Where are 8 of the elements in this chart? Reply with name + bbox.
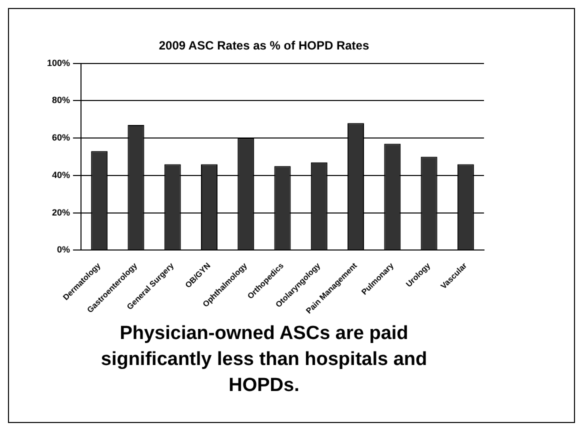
y-tick-label: 100% bbox=[46, 58, 70, 68]
chart-title: 2009 ASC Rates as % of HOPD Rates bbox=[158, 38, 370, 53]
y-tick-label: 80% bbox=[52, 95, 70, 106]
y-tick-label: 20% bbox=[52, 207, 70, 218]
y-tick-label: 60% bbox=[52, 132, 70, 143]
y-tick-label: 40% bbox=[52, 170, 70, 180]
text: Physician-owned ASCs are paid significantly less than hospitals and HOPDs. bbox=[100, 322, 428, 398]
y-tick-label: 0% bbox=[57, 244, 70, 255]
